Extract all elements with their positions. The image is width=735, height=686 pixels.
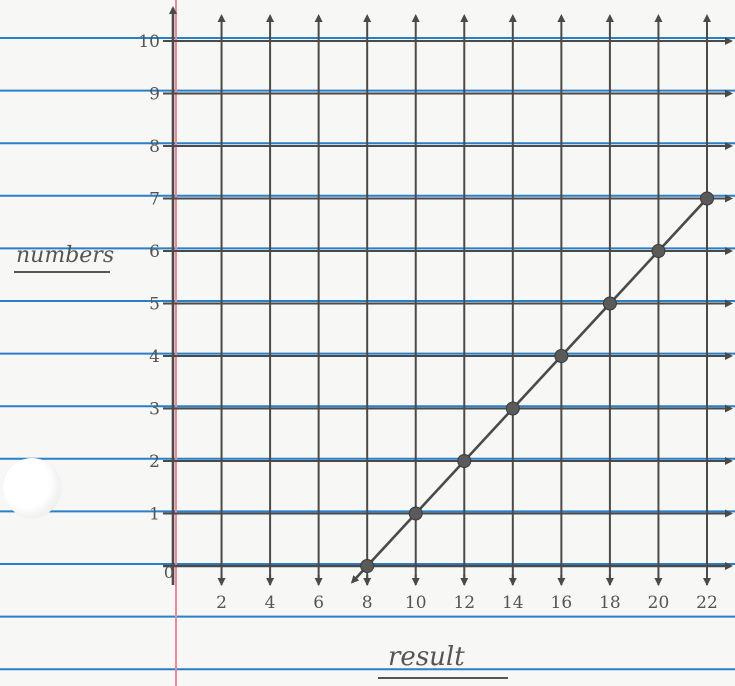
x-tick-label: 0 <box>164 563 174 582</box>
punch-hole <box>3 458 61 518</box>
x-tick-label: 20 <box>648 593 670 613</box>
data-point <box>360 559 375 573</box>
y-tick-label: 7 <box>149 190 160 210</box>
horizontal-grid-lines <box>163 37 733 570</box>
data-point <box>554 349 569 363</box>
y-tick-label: 3 <box>149 400 160 420</box>
y-tick-label: 1 <box>149 505 160 525</box>
x-tick-label: 2 <box>216 593 227 613</box>
y-axis-label: numbers <box>16 243 114 268</box>
x-tick-label: 10 <box>405 593 427 613</box>
vertical-grid-lines <box>169 6 711 586</box>
x-tick-label: 16 <box>551 593 573 613</box>
data-point <box>408 506 423 521</box>
x-tick-label: 22 <box>696 593 718 613</box>
x-tick-label: 8 <box>362 593 373 613</box>
x-tick-label: 14 <box>502 593 524 613</box>
y-tick-label: 8 <box>149 137 160 157</box>
x-tick-label: 6 <box>313 593 324 613</box>
x-tick-label: 4 <box>265 593 276 613</box>
x-tick-labels: 0 2 4 6 8 10 12 14 16 18 20 22 <box>164 563 718 613</box>
y-tick-label: 2 <box>149 452 160 472</box>
series-group <box>350 191 714 584</box>
y-tick-label: 10 <box>138 32 160 52</box>
y-tick-labels: 1 2 3 4 5 6 7 8 9 10 <box>138 32 160 525</box>
series-line <box>366 194 712 567</box>
y-tick-label: 6 <box>149 242 160 262</box>
y-tick-label: 5 <box>149 295 160 315</box>
y-tick-label: 9 <box>149 85 160 105</box>
data-point <box>651 244 666 258</box>
x-tick-label: 18 <box>599 593 621 613</box>
data-point <box>700 191 714 206</box>
data-point <box>457 454 472 468</box>
y-tick-label: 4 <box>149 347 160 367</box>
data-point <box>602 296 617 311</box>
data-point <box>505 401 520 416</box>
x-tick-label: 12 <box>453 593 475 613</box>
x-axis-label: result <box>388 642 465 672</box>
